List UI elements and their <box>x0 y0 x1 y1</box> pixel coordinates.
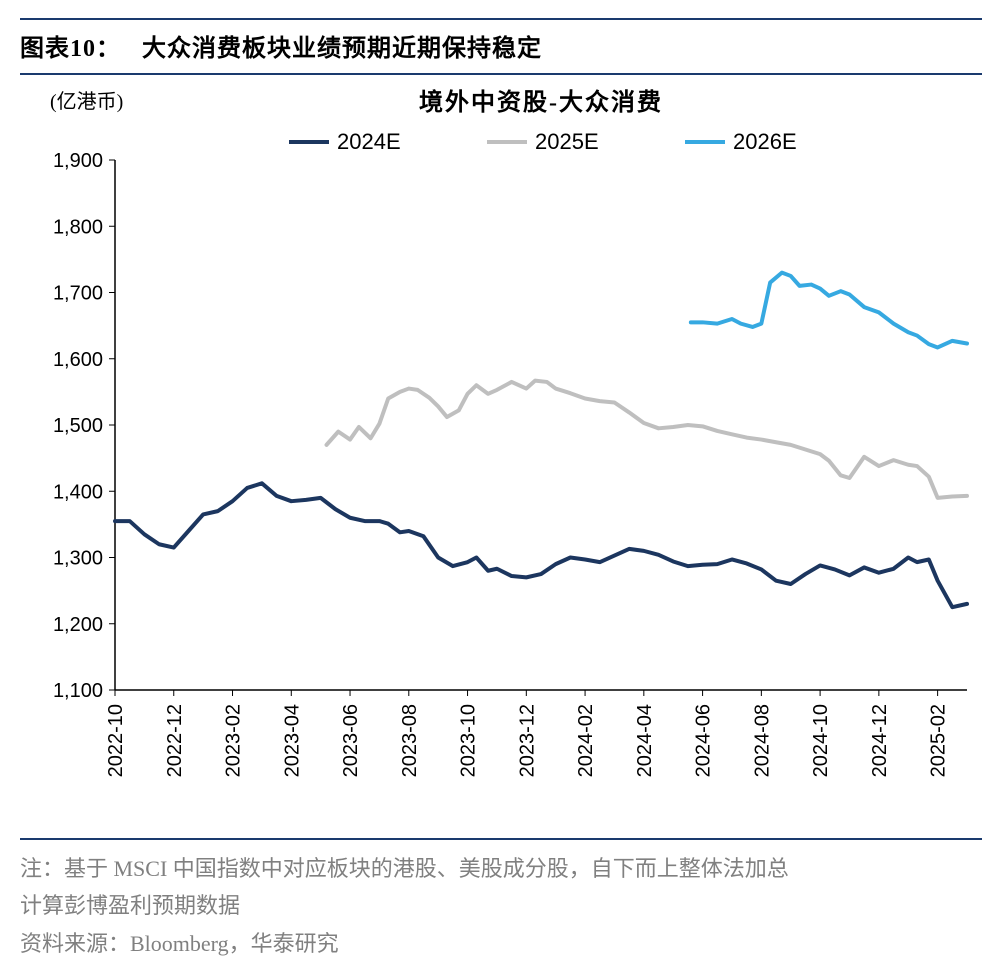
svg-text:2024-04: 2024-04 <box>634 704 656 777</box>
svg-text:(亿港币): (亿港币) <box>50 90 123 113</box>
svg-text:2022-12: 2022-12 <box>164 704 186 777</box>
svg-text:1,900: 1,900 <box>53 150 103 172</box>
svg-text:1,200: 1,200 <box>53 614 103 636</box>
svg-text:1,500: 1,500 <box>53 415 103 437</box>
svg-text:2023-04: 2023-04 <box>281 704 303 777</box>
figure-title-text: 大众消费板块业绩预期近期保持稳定 <box>142 36 542 62</box>
figure-title: 图表10： 大众消费板块业绩预期近期保持稳定 <box>20 36 542 62</box>
svg-text:1,100: 1,100 <box>53 680 103 702</box>
footnote-line2: 计算彭博盈利预期数据 <box>20 887 982 924</box>
svg-text:2022-10: 2022-10 <box>105 704 127 777</box>
figure-title-bar: 图表10： 大众消费板块业绩预期近期保持稳定 <box>20 18 982 75</box>
svg-text:2023-06: 2023-06 <box>340 704 362 777</box>
svg-text:1,400: 1,400 <box>53 481 103 503</box>
svg-text:2024-06: 2024-06 <box>693 704 715 777</box>
svg-text:1,700: 1,700 <box>53 283 103 305</box>
figure-label-prefix: 图表10： <box>20 36 121 62</box>
footnote: 注：基于 MSCI 中国指数中对应板块的港股、美股成分股，自下而上整体法加总 计… <box>20 850 982 962</box>
svg-text:2024-02: 2024-02 <box>575 704 597 777</box>
svg-text:2024-08: 2024-08 <box>751 704 773 777</box>
svg-text:2026E: 2026E <box>733 129 797 154</box>
svg-text:2025E: 2025E <box>535 129 599 154</box>
svg-text:1,600: 1,600 <box>53 349 103 371</box>
svg-text:1,300: 1,300 <box>53 548 103 570</box>
svg-text:1,800: 1,800 <box>53 216 103 238</box>
svg-text:2023-10: 2023-10 <box>458 704 480 777</box>
svg-text:2023-02: 2023-02 <box>223 704 245 777</box>
footnote-line3: 资料来源：Bloomberg，华泰研究 <box>20 925 982 962</box>
svg-text:2025-02: 2025-02 <box>928 704 950 777</box>
svg-text:2024-12: 2024-12 <box>869 704 891 777</box>
svg-text:2023-12: 2023-12 <box>516 704 538 777</box>
chart-container: (亿港币) 境外中资股-大众消费 2024E 2025E 2026E 1,100 1,200… <box>20 80 982 838</box>
footer-rule <box>20 838 982 840</box>
line-chart: (亿港币) 境外中资股-大众消费 2024E 2025E 2026E 1,100 1,200… <box>20 80 982 840</box>
svg-text:2023-08: 2023-08 <box>399 704 421 777</box>
svg-text:2024E: 2024E <box>337 129 401 154</box>
footnote-line1: 注：基于 MSCI 中国指数中对应板块的港股、美股成分股，自下而上整体法加总 <box>20 850 982 887</box>
svg-text:2024-10: 2024-10 <box>810 704 832 777</box>
svg-text:境外中资股-大众消费: 境外中资股-大众消费 <box>419 88 663 116</box>
